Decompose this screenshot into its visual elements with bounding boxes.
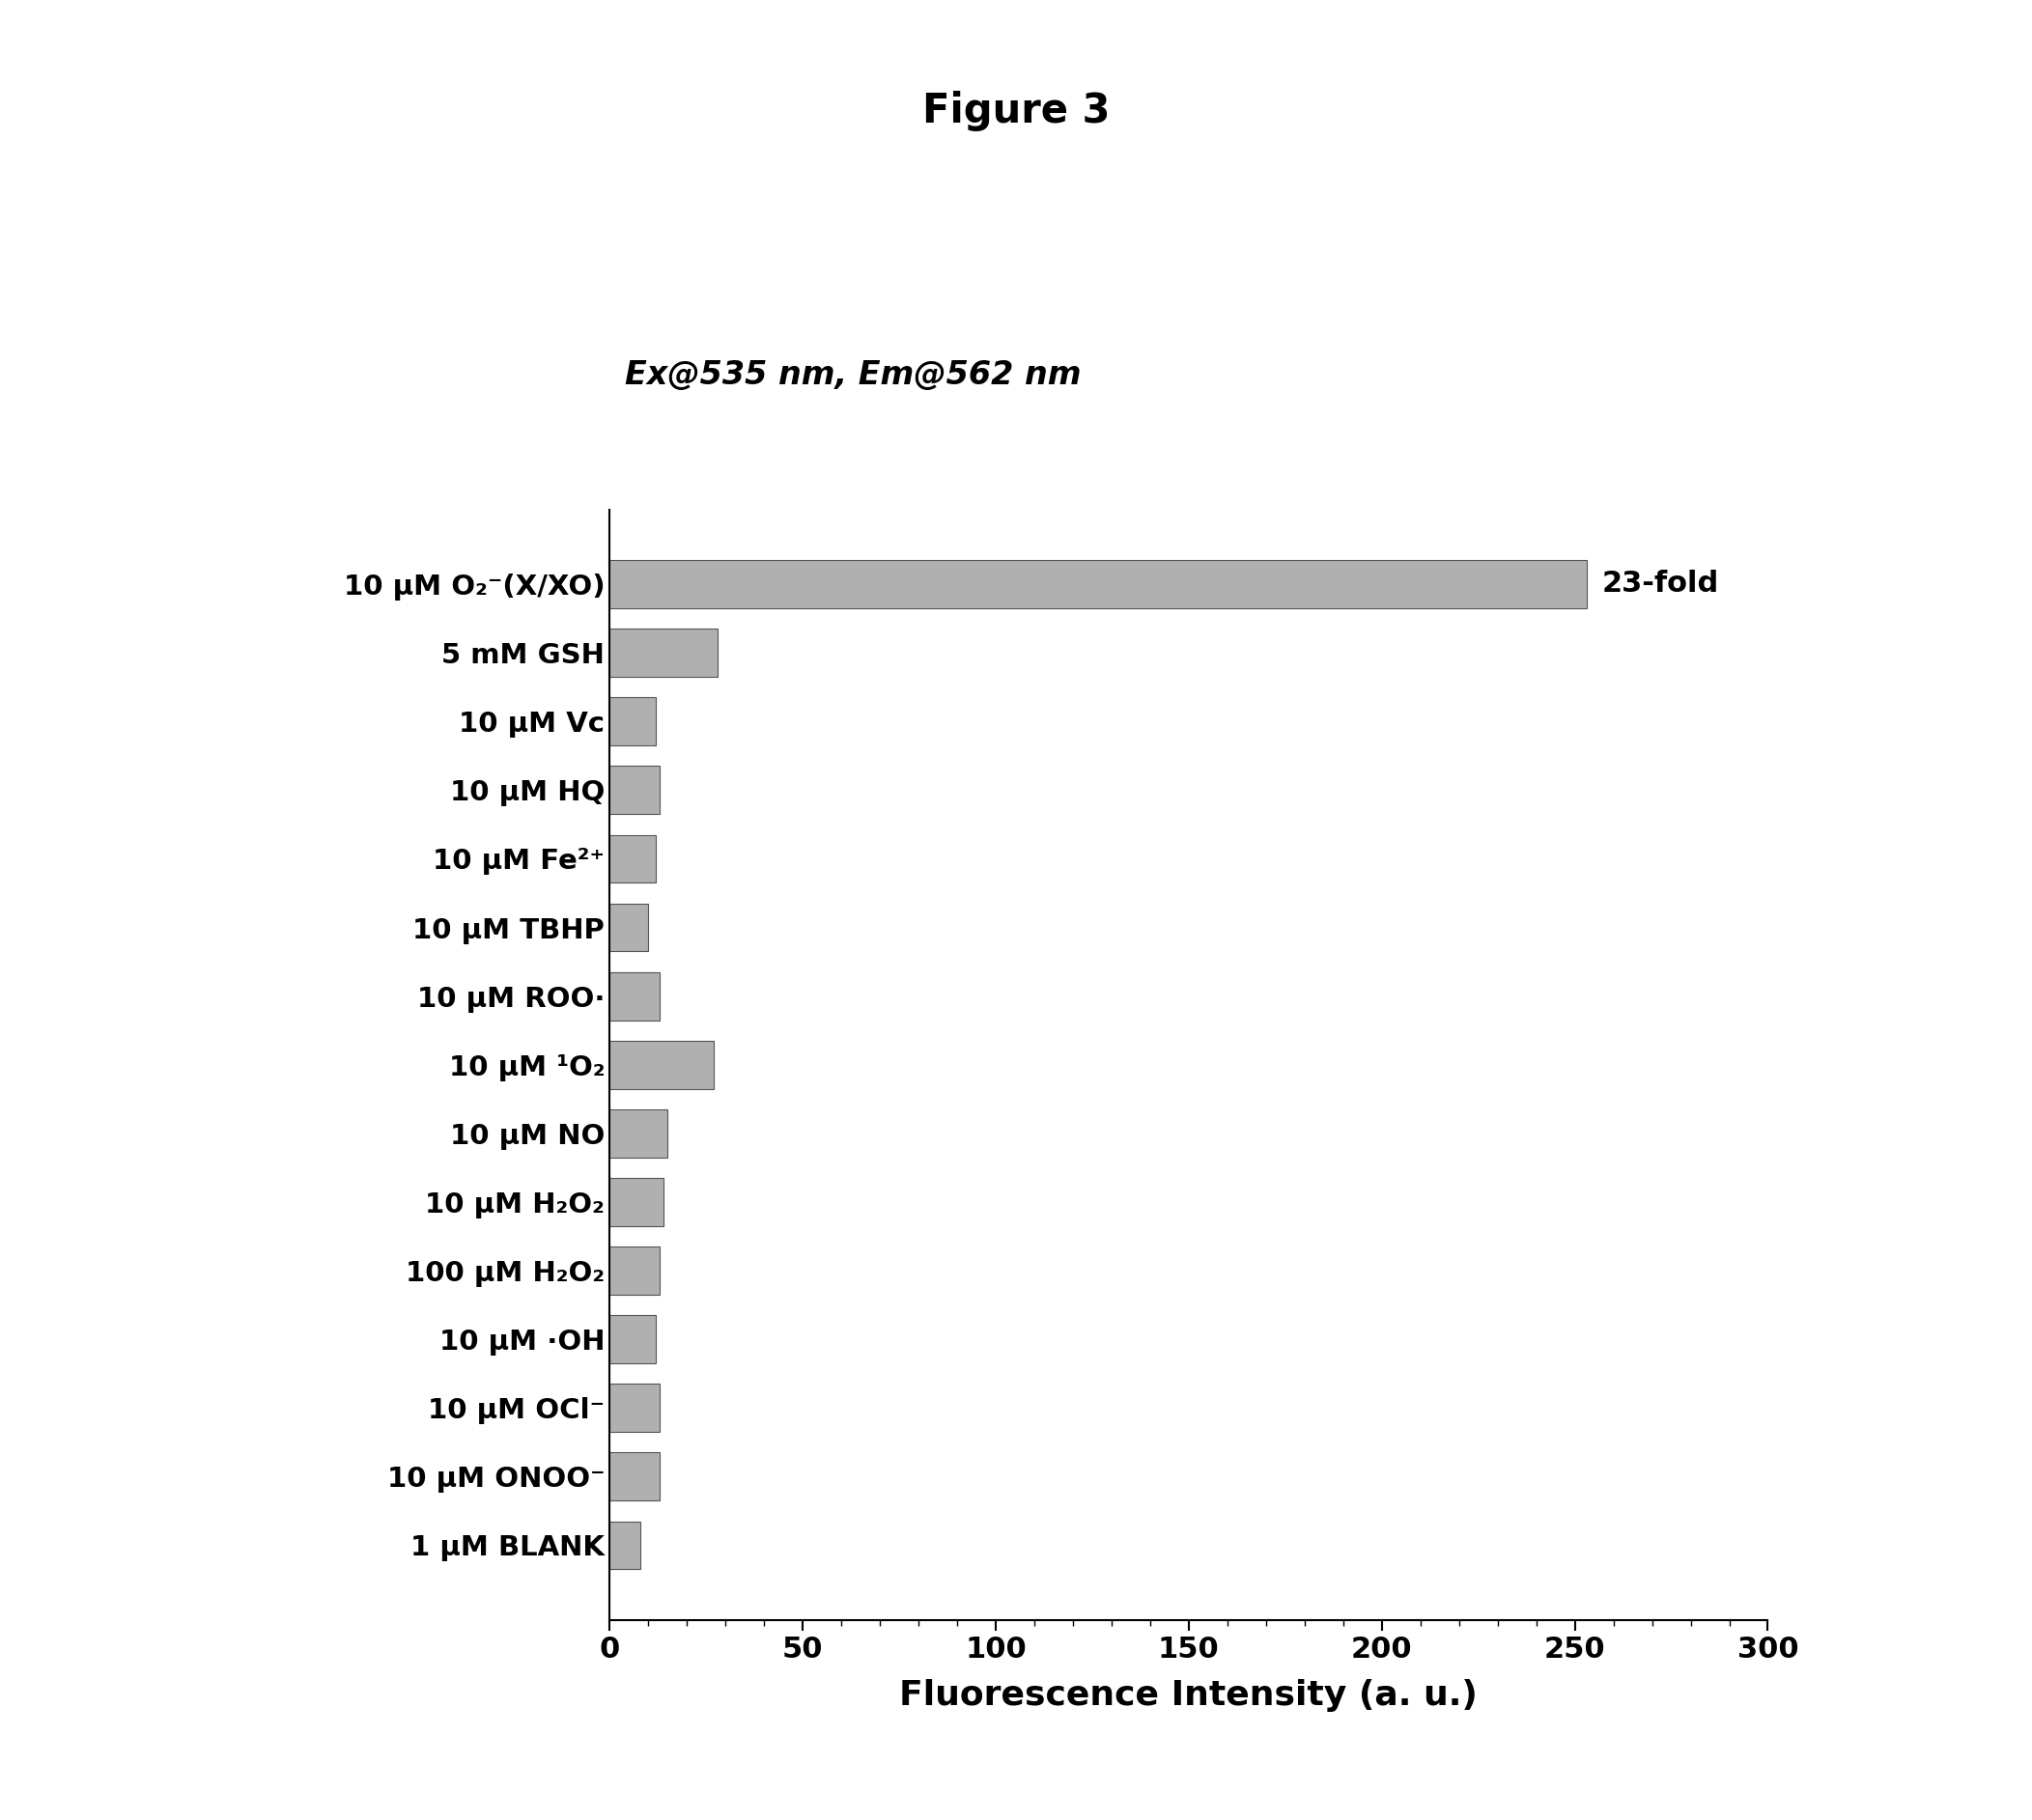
Bar (610, 1178, 664, 1227)
Bar (610, 1316, 656, 1363)
Text: Figure 3: Figure 3 (923, 91, 1109, 131)
Bar (610, 628, 717, 677)
Bar (610, 1247, 660, 1294)
Bar (610, 1041, 713, 1088)
Bar (610, 697, 656, 746)
Bar (610, 561, 1587, 608)
Text: Ex@535 nm, Em@562 nm: Ex@535 nm, Em@562 nm (626, 359, 1081, 391)
Bar (610, 903, 648, 952)
Bar (610, 835, 656, 883)
Bar (610, 1110, 666, 1158)
Bar (610, 766, 660, 814)
Bar (610, 1383, 660, 1432)
Bar (610, 972, 660, 1019)
X-axis label: Fluorescence Intensity (a. u.): Fluorescence Intensity (a. u.) (900, 1680, 1477, 1713)
Bar (610, 1522, 640, 1569)
Text: 23-fold: 23-fold (1601, 570, 1719, 599)
Bar (610, 1452, 660, 1501)
